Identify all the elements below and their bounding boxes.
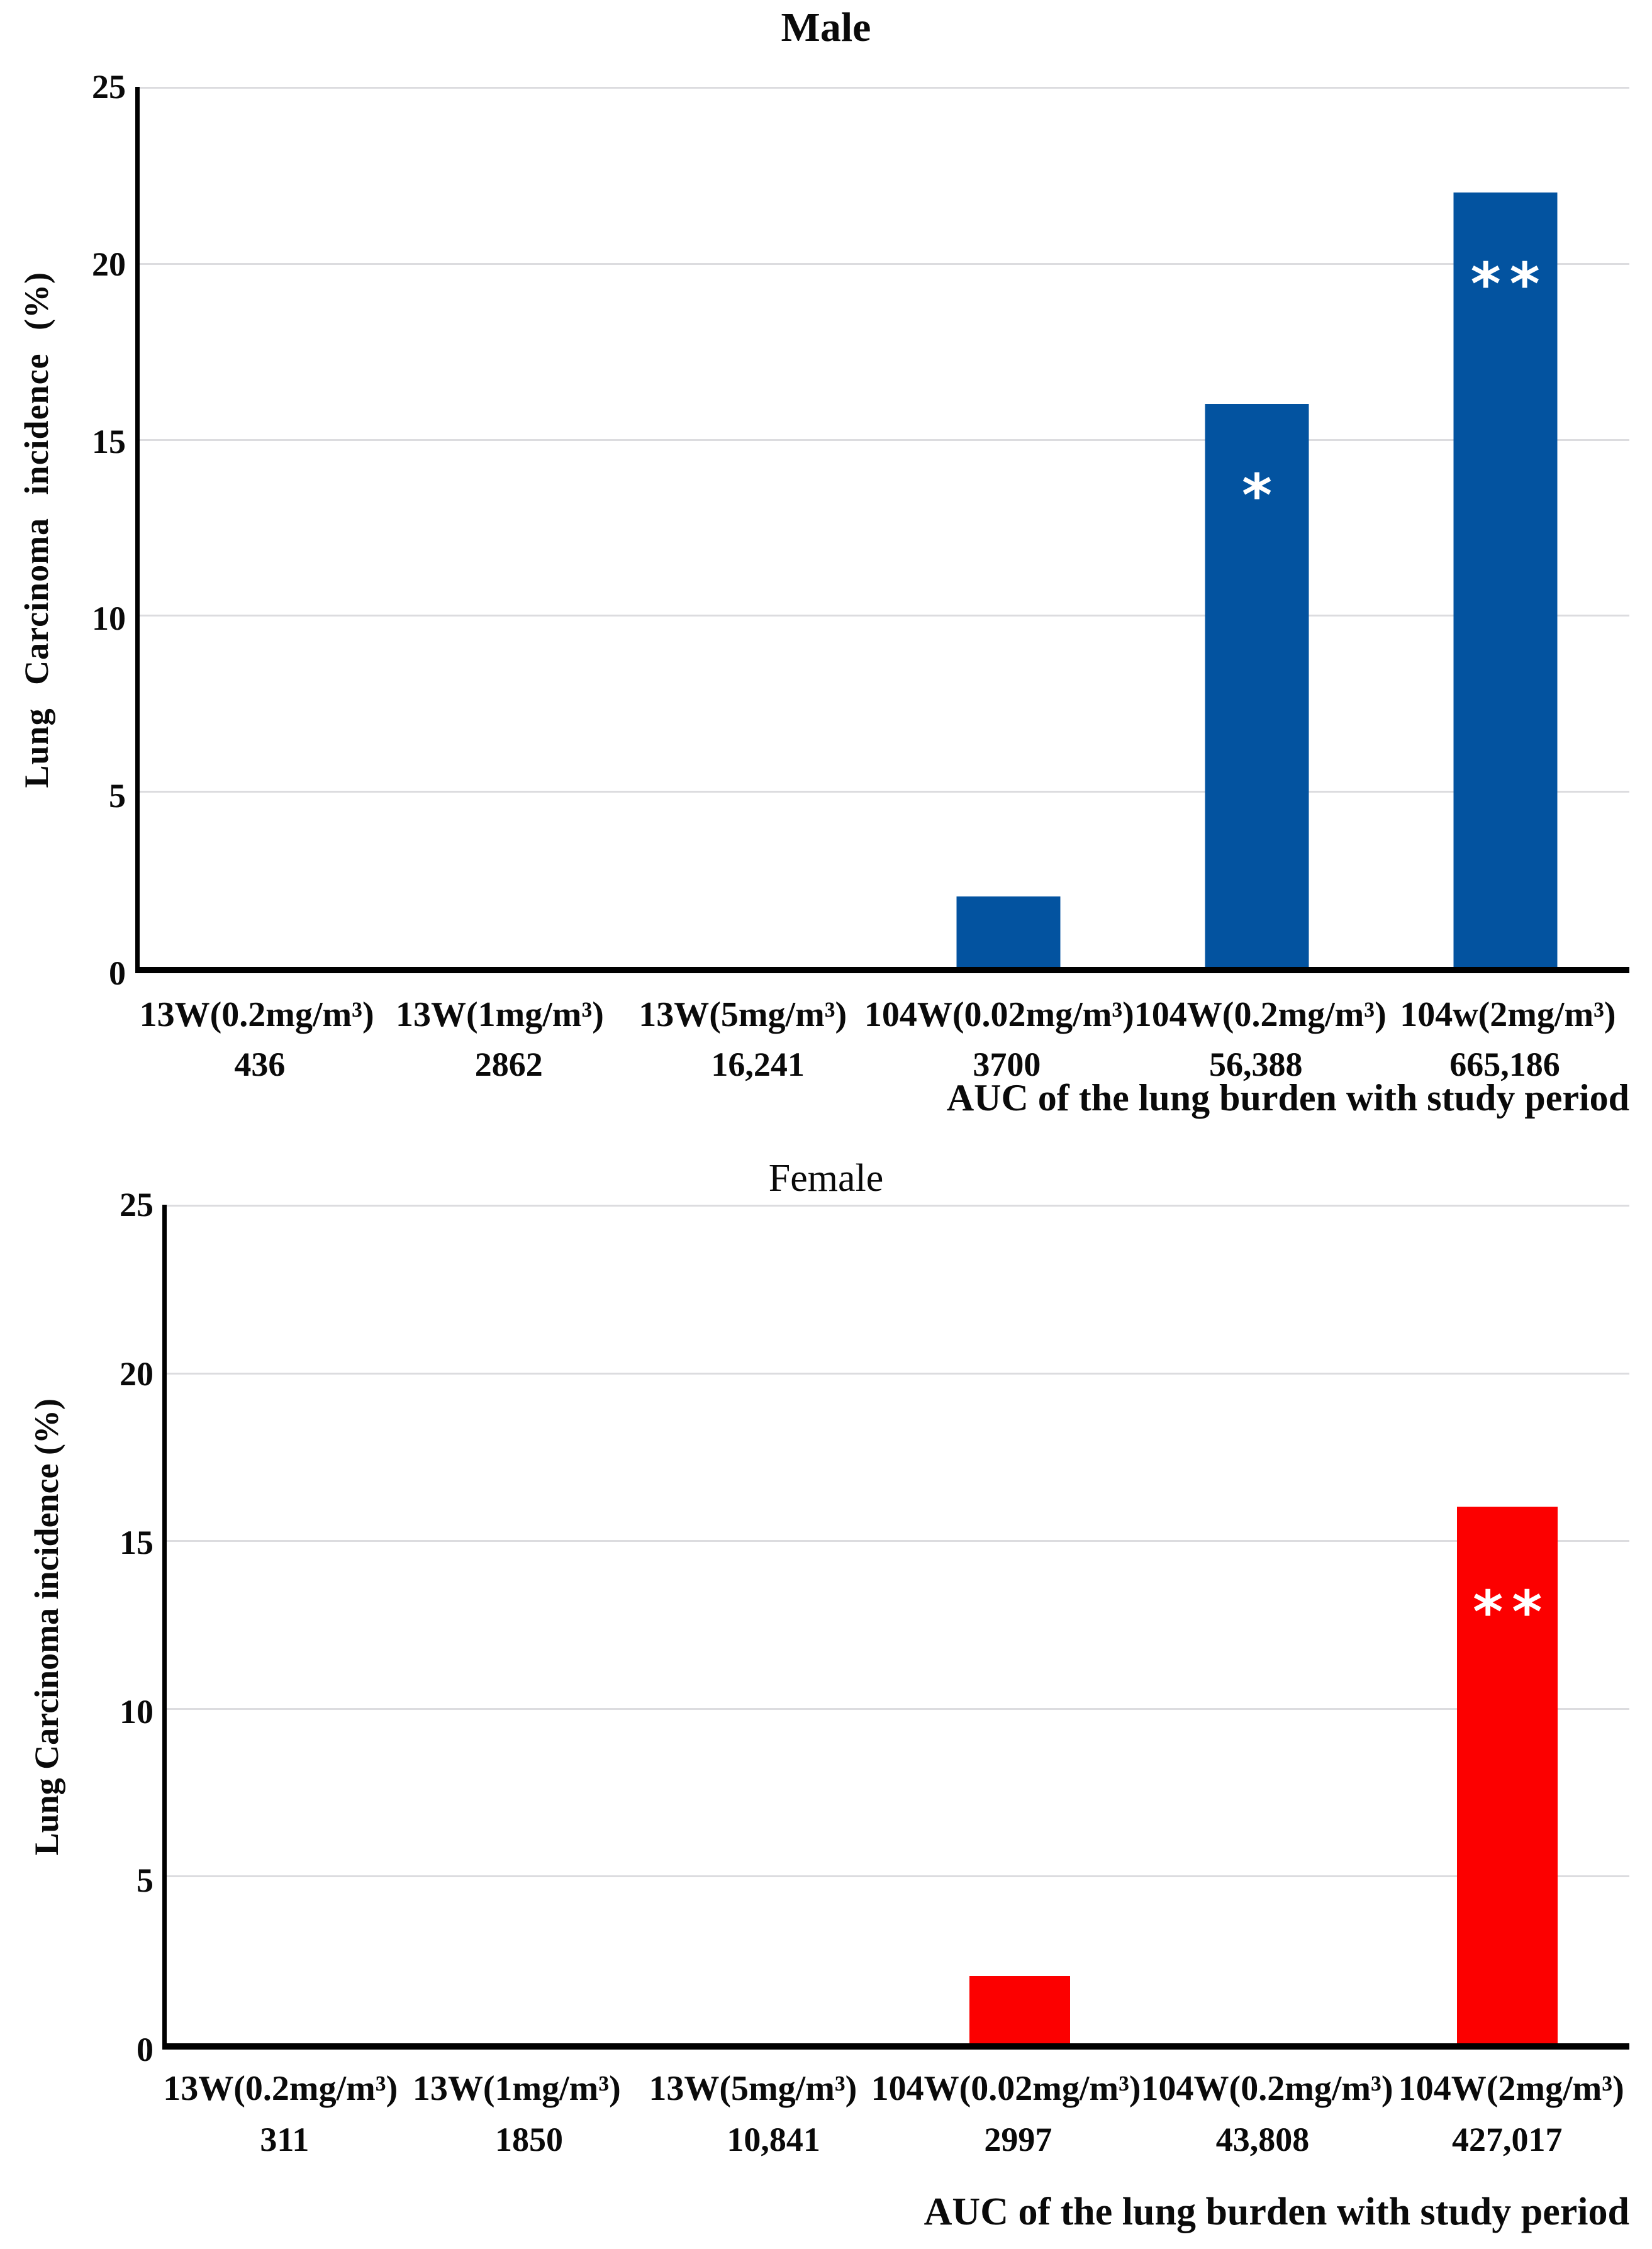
bar-slot [1142,1205,1386,2043]
gridline [140,438,1629,441]
bar [956,896,1061,967]
auc-value: 311 [260,2121,310,2158]
y-axis-ticks: 25 20 15 10 5 0 [53,1188,153,2067]
auc-value: 43,808 [1215,2121,1310,2158]
auc-value: 436 [234,1046,286,1083]
bar: ** [1453,192,1558,967]
bars: * ** [140,87,1629,967]
bar-slot [411,1205,655,2043]
gridlines [140,87,1629,967]
y-tick-label: 5 [137,1861,153,1900]
gridline [140,87,1629,89]
y-tick-label: 15 [120,1524,153,1562]
auc-value: 3700 [973,1046,1041,1083]
bar-slot [885,87,1133,967]
x-tick-label: 104W(2mg/m³) [1398,2069,1624,2108]
bar-slot [654,1205,898,2043]
bar-slot [167,1205,411,2043]
y-tick-label: 10 [92,600,126,638]
bar-slot: * [1133,87,1381,967]
chart-title-male: Male [781,4,871,50]
gridline [140,262,1629,265]
x-tick-label: 13W(0.2mg/m³) [163,2069,398,2108]
bars: ** [167,1205,1629,2043]
auc-value: 1850 [495,2121,563,2158]
bar-slot [636,87,885,967]
auc-value: 56,388 [1208,1046,1303,1083]
x-tick-label: 104W(0.2mg/m³) [1134,995,1387,1034]
auc-value: 665,186 [1449,1046,1560,1083]
y-tick-label: 25 [120,1186,153,1224]
y-tick-label: 0 [109,954,126,992]
y-tick-label: 5 [109,777,126,815]
gridline [167,1540,1629,1543]
auc-value: 427,017 [1451,2121,1563,2158]
auc-value: 2862 [474,1046,543,1083]
significance-marker: ** [1473,1578,1551,1646]
gridline [167,1372,1629,1375]
gridline [140,791,1629,793]
y-tick-label: 25 [92,68,126,106]
x-axis-caption: AUC of the lung burden with study period [946,1077,1629,1119]
auc-values: 311 1850 10,841 2997 43,808 427,017 [162,2121,1629,2158]
x-axis-labels: 13W(0.2mg/m³) 13W(1mg/m³) 13W(5mg/m³) 104W(… [162,2069,1629,2109]
bar-slot [388,87,637,967]
significance-marker: ** [1470,250,1549,318]
significance-marker: * [1241,461,1281,529]
bar: ** [1457,1506,1558,2043]
y-tick-label: 0 [137,2031,153,2068]
auc-values: 436 2862 16,241 3700 56,388 665,186 [135,1046,1629,1083]
x-tick-label: 13W(1mg/m³) [395,995,604,1034]
y-tick-label: 15 [92,422,126,460]
y-tick-label: 20 [120,1354,153,1393]
x-axis-caption: AUC of the lung burden with study period [924,2190,1629,2233]
y-tick-label: 20 [92,245,126,283]
gridlines [167,1205,1629,2043]
bar-slot: ** [1381,87,1629,967]
y-axis-ticks: 25 20 15 10 5 0 [25,70,126,990]
male-chart: Male Lung Carcinoma incidence (%) 25 20 15… [18,4,1629,1119]
auc-value: 10,841 [727,2121,820,2158]
plot-area: * ** [135,87,1629,973]
gridline [167,1205,1629,1207]
x-tick-label: 104W(0.02mg/m³) [864,995,1134,1034]
x-tick-label: 104w(2mg/m³) [1400,995,1616,1034]
gridline [167,1875,1629,1878]
plot-area: ** [162,1205,1629,2050]
bar-slot [898,1205,1142,2043]
bar [969,1976,1071,2043]
y-tick-label: 10 [120,1692,153,1731]
gridline [167,1707,1629,1710]
chart-title-female: Female [768,1157,884,1200]
x-tick-label: 13W(5mg/m³) [649,2069,857,2108]
auc-value: 2997 [984,2121,1052,2158]
x-tick-label: 104W(0.2mg/m³) [1141,2069,1393,2108]
x-tick-label: 13W(1mg/m³) [412,2069,621,2108]
x-axis-labels: 13W(0.2mg/m³) 13W(1mg/m³) 13W(5mg/m³) 104W(… [135,995,1629,1035]
x-tick-label: 13W(5mg/m³) [639,995,847,1034]
bar-slot [140,87,388,967]
x-tick-label: 13W(0.2mg/m³) [139,995,374,1034]
female-chart: Female Lung Carcinoma incidence (%) 25 20… [0,1139,1652,2249]
bar-slot: ** [1386,1205,1630,2043]
auc-value: 16,241 [711,1046,805,1083]
gridline [140,615,1629,617]
bar: * [1205,403,1309,967]
x-tick-label: 104W(0.02mg/m³) [871,2069,1141,2108]
